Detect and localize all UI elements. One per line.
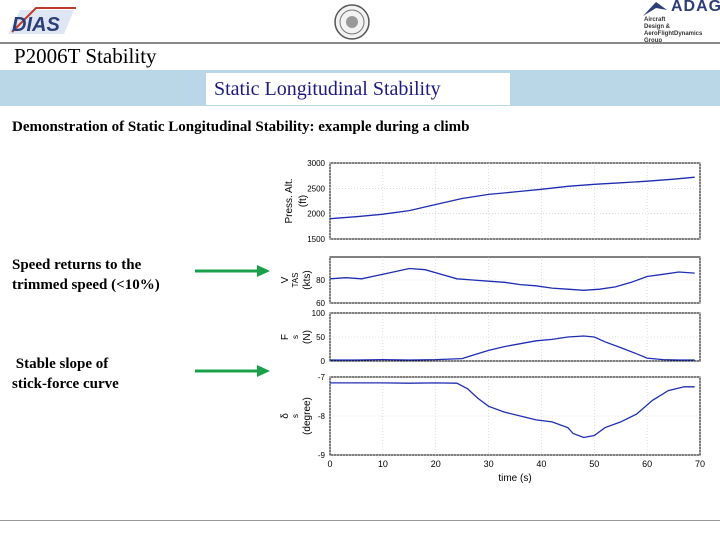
panel-3-ylabel-0: δ — [280, 413, 291, 419]
x-tick-label-7: 70 — [695, 459, 705, 469]
header-rule — [0, 42, 720, 44]
panel-3-y-tick-label-2: -7 — [318, 373, 326, 382]
panel-0-frame — [329, 162, 701, 240]
note-speed: Speed returns to the trimmed speed (<10%… — [12, 255, 160, 295]
x-tick-label-4: 40 — [536, 459, 546, 469]
note-speed-line-2: trimmed speed (<10%) — [12, 277, 160, 293]
panel-0-ylabel-0: Press. Alt. — [284, 178, 295, 223]
slide-title: P2006T Stability — [14, 44, 157, 68]
panel-3-y-tick-label-1: -8 — [318, 412, 326, 421]
arrow-speed-icon — [195, 265, 270, 277]
adag-line-2: Design & — [644, 24, 671, 30]
note-stick-force: Stable slope of stick-force curve — [12, 354, 119, 394]
panel-0-y-tick-label-3: 3000 — [307, 159, 325, 168]
dias-logo: DIAS — [8, 7, 76, 36]
adag-subtitle: Aircraft Design & AeroFlightDynamics Gro… — [644, 17, 702, 45]
panel-1-series-0 — [329, 267, 695, 291]
panel-0-y-tick-label-1: 2000 — [307, 210, 325, 219]
panel-3-frame — [329, 376, 701, 456]
panel-0-y-tick-label-0: 1500 — [307, 235, 325, 244]
panel-1-y-tick-label-0: 60 — [316, 299, 325, 308]
panel-3-y-tick-label-0: -9 — [318, 451, 326, 460]
panel-2-frame — [329, 312, 701, 362]
section-band-box — [206, 73, 510, 105]
panel-2-y-tick-label-0: 0 — [321, 357, 326, 366]
panel-2-y-tick-label-2: 100 — [312, 309, 326, 318]
panel-1-ylabel-1: TAS — [291, 273, 300, 288]
panel-3-ylabel-1: s — [291, 414, 300, 418]
adag-line-4: Group — [644, 38, 662, 44]
x-tick-label-5: 50 — [589, 459, 599, 469]
panel-2-ylabel-0: F — [280, 334, 291, 340]
panel-2-y-tick-label-1: 50 — [316, 333, 325, 342]
panel-2-ylabel-2: (N) — [302, 330, 313, 344]
x-tick-label-3: 30 — [484, 459, 494, 469]
panel-3-series-0 — [330, 382, 695, 439]
adag-title: ADAG — [671, 0, 720, 15]
x-tick-label-6: 60 — [642, 459, 652, 469]
slide-subtitle: Demonstration of Static Longitudinal Sta… — [12, 119, 470, 135]
panel-0-y-tick-label-2: 2500 — [307, 184, 325, 193]
section-title: Static Longitudinal Stability — [214, 78, 441, 100]
panel-2-ylabel-1: s — [291, 335, 300, 339]
dias-logo-text: DIAS — [12, 14, 60, 36]
panel-1-frame — [329, 256, 701, 304]
x-tick-label-0: 0 — [327, 459, 332, 469]
panel-1-ylabel-2: (kts) — [302, 270, 313, 289]
note-speed-line-1: Speed returns to the — [12, 257, 142, 273]
x-tick-label-2: 20 — [431, 459, 441, 469]
panel-3-ylabel-2: (degree) — [302, 397, 313, 435]
note-stick-force-line-1: Stable slope of — [12, 356, 109, 372]
footer-rule — [0, 520, 720, 521]
university-seal-icon — [334, 4, 370, 40]
adag-line-3: AeroFlightDynamics — [644, 31, 703, 37]
adag-logo: ADAG Aircraft Design & AeroFlightDynamic… — [640, 0, 720, 44]
note-stick-force-line-2: stick-force curve — [12, 376, 119, 392]
panel-1-y-tick-label-1: 80 — [316, 276, 325, 285]
x-tick-label-1: 10 — [378, 459, 388, 469]
panel-0-ylabel-1: (ft) — [298, 195, 309, 207]
panel-0-series-0 — [329, 176, 695, 220]
adag-wing-icon — [643, 2, 667, 16]
arrow-stick-force-icon — [195, 365, 270, 377]
panel-2-series-0 — [330, 335, 695, 361]
adag-line-1: Aircraft — [644, 17, 666, 23]
panel-1-ylabel-0: V — [280, 276, 291, 283]
x-axis-label: time (s) — [498, 473, 531, 484]
